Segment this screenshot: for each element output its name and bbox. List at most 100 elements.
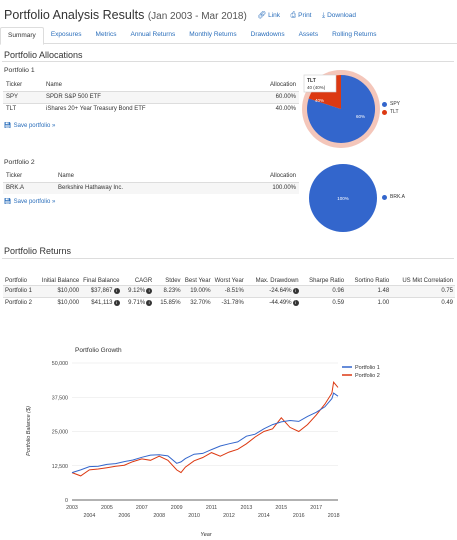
x-tick-label: 2006 (118, 513, 130, 519)
tab-drawdowns[interactable]: Drawdowns (250, 31, 285, 38)
portfolio-2-heading: Portfolio 2 (4, 159, 35, 166)
max-drawdown-value: -44.49% (269, 300, 292, 307)
legend-label: TLT (390, 109, 399, 115)
portfolio-1-pie-legend: SPY TLT (382, 100, 400, 116)
best-year-cell: 19.00% (182, 284, 213, 297)
tab-exposures[interactable]: Exposures (50, 31, 82, 38)
download-button[interactable]: ⤓ Download (322, 12, 356, 20)
tab-rolling-returns[interactable]: Rolling Returns (332, 31, 377, 38)
legend-label: Portfolio 1 (355, 365, 380, 371)
pie-label-tlt: 40% (315, 98, 324, 103)
name-cell: Berkshire Hathaway Inc. (55, 181, 224, 194)
table-row: BRK.A Berkshire Hathaway Inc. 100.00% (3, 181, 299, 194)
page-title-text: Portfolio Analysis Results (4, 8, 145, 22)
page-title: Portfolio Analysis Results (Jan 2003 - M… (4, 8, 247, 22)
allocation-cell: 100.00% (223, 181, 299, 194)
info-icon[interactable]: i (292, 288, 299, 294)
column-header-name: Name (58, 172, 75, 179)
link-button[interactable]: 🔗︎ Link (257, 11, 280, 19)
info-icon[interactable]: i (146, 300, 153, 307)
legend-item: SPY (382, 100, 400, 108)
info-icon[interactable]: i (113, 300, 120, 307)
correlation-cell: 0.75 (391, 284, 455, 297)
y-tick-label: 37,500 (52, 395, 68, 401)
series-line-portfolio-1[interactable] (71, 392, 339, 474)
portfolio-2-pie-legend: BRK.A (382, 193, 405, 201)
final-balance-cell: $41,113 i (81, 296, 122, 309)
x-tick-label: 2011 (206, 505, 217, 511)
y-tick-label: 12,500 (52, 464, 68, 470)
save-label: Save portfolio » (13, 123, 56, 129)
initial-balance-cell: $10,000 (39, 296, 82, 309)
max-drawdown-cell: -24.64% i (245, 284, 301, 297)
returns-heading: Portfolio Returns (4, 246, 72, 256)
allocation-cell: 40.00% (239, 102, 299, 115)
save-icon: 💾︎ (4, 199, 12, 205)
x-tick-label: 2013 (241, 505, 253, 511)
save-portfolio-2-link[interactable]: 💾︎ Save portfolio » (4, 198, 55, 205)
table-row: Portfolio 2 $10,000 $41,113 i 9.71% i 15.8… (3, 296, 455, 309)
info-icon[interactable]: i (292, 300, 299, 307)
x-tick-label: 2010 (188, 513, 200, 519)
x-tick-label: 2005 (101, 505, 113, 511)
allocation-cell: 60.00% (239, 90, 299, 103)
x-axis-label: Year (200, 532, 212, 538)
stdev-cell: 15.85% (154, 296, 183, 309)
legend-swatch (382, 109, 387, 115)
table-row: Portfolio 1 $10,000 $37,867 i 9.12% i 8.23… (3, 284, 455, 297)
column-header: Max. Drawdown (255, 277, 299, 284)
column-header-allocation: Allocation (269, 81, 296, 88)
legend-item: BRK.A (382, 193, 405, 201)
x-tick-label: 2009 (171, 505, 183, 511)
x-tick-label: 2004 (84, 513, 96, 519)
column-header-ticker: Ticker (6, 81, 23, 88)
info-icon[interactable]: i (113, 288, 120, 294)
sharpe-cell: 0.59 (300, 296, 347, 309)
cagr-value: 9.12% (128, 288, 146, 294)
pie-slice-brka[interactable] (309, 164, 377, 232)
pie-label-spy: 60% (356, 114, 365, 119)
pie-label-brka: 100% (337, 196, 349, 201)
cagr-value: 9.71% (128, 300, 146, 307)
x-tick-label: 2014 (258, 513, 270, 519)
column-header: Best Year (184, 277, 211, 284)
series-line-portfolio-2[interactable] (71, 381, 339, 477)
portfolio-cell: Portfolio 2 (3, 296, 40, 309)
tab-summary[interactable]: Summary (0, 27, 44, 45)
column-header: Portfolio (5, 277, 28, 284)
portfolio-1-pie-chart: 60% 40% TLT 40 (40%) (302, 70, 380, 148)
portfolio-cell: Portfolio 1 (3, 284, 40, 297)
max-drawdown-value: -24.64% (269, 288, 292, 294)
y-tick-label: 25,000 (52, 430, 68, 436)
cagr-cell: 9.71% i (121, 296, 155, 309)
print-button[interactable]: ⎙ Print (291, 12, 312, 20)
x-tick-label: 2007 (136, 505, 148, 511)
title-row: Portfolio Analysis Results (Jan 2003 - M… (4, 6, 454, 24)
pie-tooltip (303, 74, 337, 93)
best-year-cell: 32.70% (182, 296, 213, 309)
x-tick-label: 2008 (153, 513, 165, 519)
info-icon[interactable]: i (146, 288, 153, 294)
save-label: Save portfolio » (13, 199, 56, 205)
column-header: Worst Year (214, 277, 244, 284)
tab-annual-returns[interactable]: Annual Returns (130, 31, 176, 38)
stdev-cell: 8.23% (154, 284, 183, 297)
cagr-cell: 9.12% i (121, 284, 155, 297)
tab-monthly-returns[interactable]: Monthly Returns (189, 31, 237, 38)
y-tick-label: 0 (65, 498, 68, 504)
correlation-cell: 0.49 (391, 296, 455, 309)
tab-assets[interactable]: Assets (298, 31, 319, 38)
column-header: CAGR (134, 277, 153, 284)
download-label: Download (327, 12, 356, 19)
pie-slice-spy[interactable] (307, 74, 376, 143)
name-cell: SPDR S&P 500 ETF (43, 90, 240, 103)
tab-metrics[interactable]: Metrics (95, 31, 117, 38)
portfolio-1-heading: Portfolio 1 (4, 67, 35, 74)
column-header: Final Balance (83, 277, 120, 284)
name-cell: iShares 20+ Year Treasury Bond ETF (43, 102, 240, 115)
save-portfolio-1-link[interactable]: 💾︎ Save portfolio » (4, 122, 55, 129)
final-balance-value: $37,867 (90, 288, 113, 294)
final-balance-value: $41,113 (91, 300, 113, 307)
portfolio-2-allocation-table: Ticker Name Allocation BRK.A Berkshire H… (3, 170, 299, 194)
divider (2, 258, 454, 259)
